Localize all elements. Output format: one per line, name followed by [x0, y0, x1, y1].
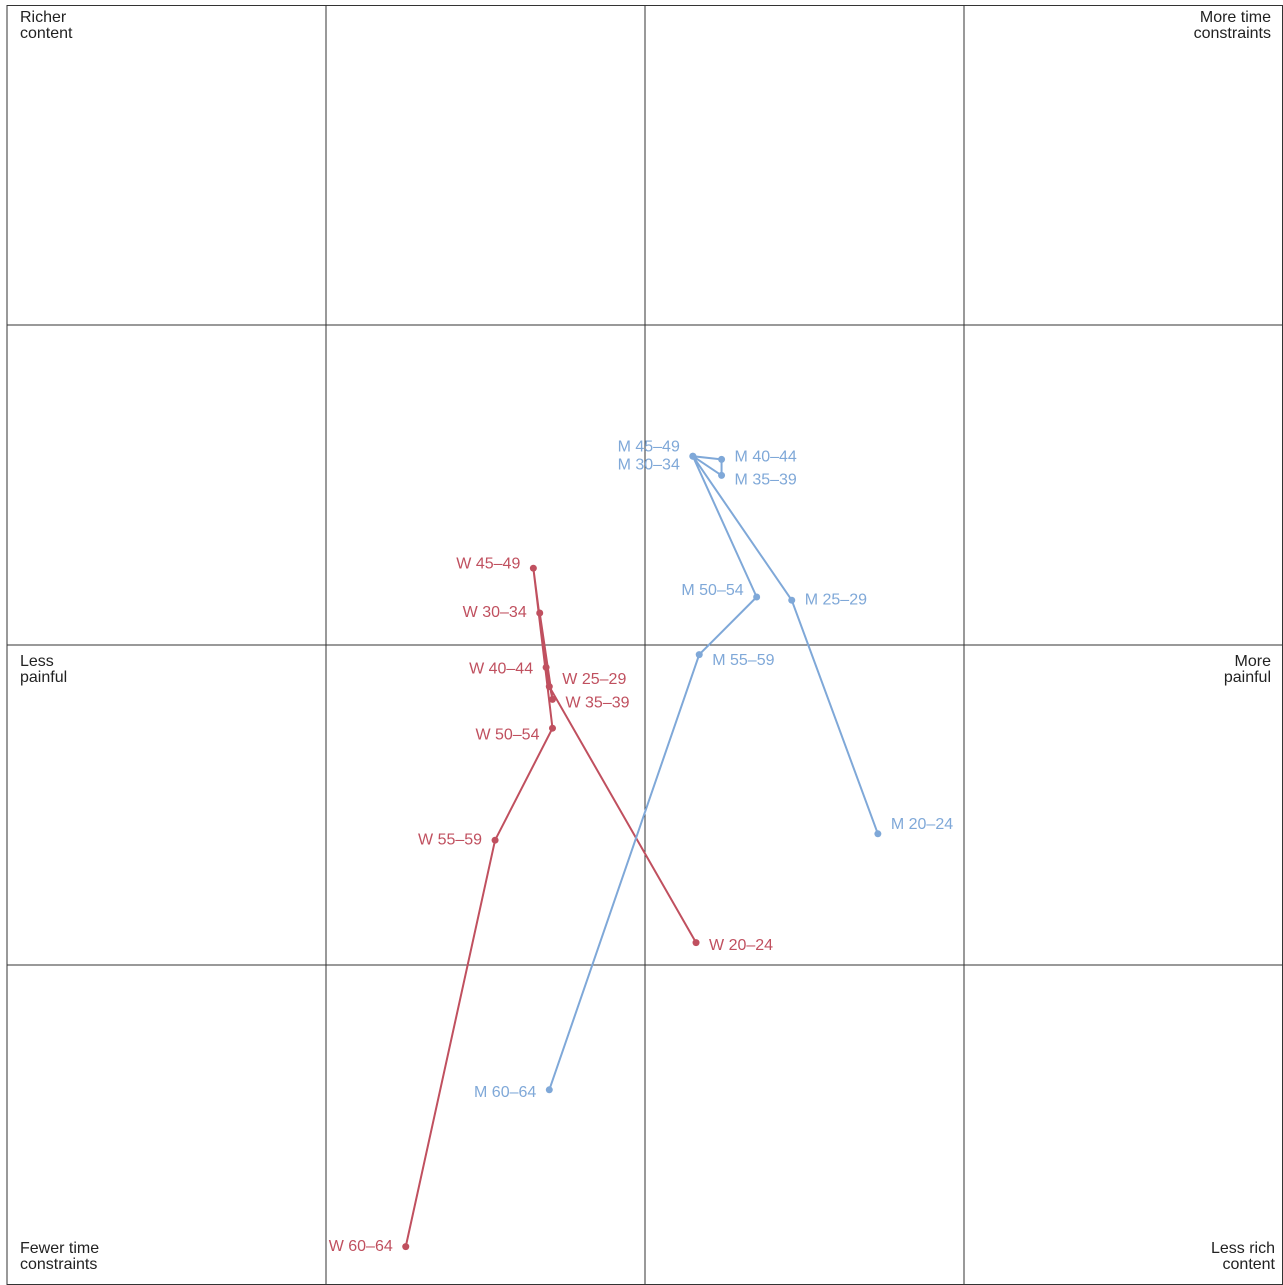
point [548, 724, 556, 732]
point-label: M 55–59 [712, 652, 774, 669]
point [874, 830, 882, 838]
point-label: W 25–29 [562, 671, 626, 688]
corner-label: painful [20, 669, 67, 686]
point [718, 455, 726, 463]
point [753, 593, 761, 601]
point [545, 683, 553, 691]
series-line [404, 568, 697, 1247]
point [536, 609, 544, 617]
point [529, 564, 537, 572]
point-label: M 60–64 [474, 1084, 536, 1101]
point-label: M 45–49 [618, 438, 680, 455]
point-label: W 60–64 [329, 1238, 393, 1255]
point [491, 836, 499, 844]
point-label: W 40–44 [469, 661, 533, 678]
point [695, 651, 703, 659]
corner-label: content [1223, 1256, 1276, 1273]
point-label: W 45–49 [456, 555, 520, 572]
point-label: W 30–34 [463, 604, 527, 621]
point [692, 939, 700, 947]
corner-label: Fewer time [20, 1240, 99, 1257]
corner-label: painful [1224, 669, 1271, 686]
point [542, 663, 550, 671]
point [402, 1243, 410, 1251]
corner-label: constraints [1194, 25, 1271, 42]
point-label: M 20–24 [891, 816, 953, 833]
point-label: M 40–44 [735, 449, 797, 466]
corner-label: More [1235, 653, 1272, 670]
corner-label: Less [20, 653, 54, 670]
point-label: M 35–39 [735, 472, 797, 489]
point [718, 471, 726, 479]
corner-label: Less rich [1211, 1240, 1275, 1257]
point-label: W 50–54 [475, 726, 539, 743]
corner-label: constraints [20, 1256, 97, 1273]
point-label: W 20–24 [709, 937, 773, 954]
point [548, 695, 556, 703]
point-label: M 30–34 [618, 456, 680, 473]
point-label: W 35–39 [565, 695, 629, 712]
point-label: M 25–29 [805, 591, 867, 608]
corner-label: Richer [20, 9, 67, 26]
corner-label: content [20, 25, 73, 42]
point [689, 452, 697, 460]
point-label: W 55–59 [418, 831, 482, 848]
point-label: M 50–54 [681, 582, 743, 599]
corner-label: More time [1200, 9, 1271, 26]
point [788, 596, 796, 604]
point [545, 1086, 553, 1094]
